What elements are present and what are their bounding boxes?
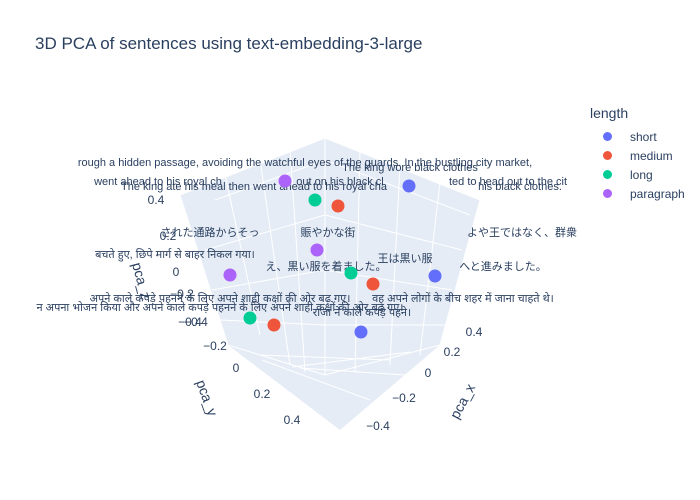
data-point-medium[interactable] [366,277,380,291]
data-point-medium[interactable] [267,318,281,332]
legend-marker-long [603,170,612,179]
point-label-short: 王は黒い服 [378,252,433,265]
data-point-paragraph[interactable] [278,174,292,188]
point-label-medium: out on his black cl [296,176,383,188]
back-wall-right [325,138,480,375]
legend-item-paragraph[interactable]: paragraph [590,184,685,203]
legend: length short medium long paragraph [590,105,685,203]
y-tick-label: 0.4 [284,413,301,427]
point-label-short: The king wore black clothes [342,162,478,174]
z-tick-label: 0 [173,265,180,279]
z-tick-label: 0.4 [148,193,165,207]
annotation-text: went ahead to his royal ch [93,176,222,188]
data-point-long[interactable] [243,311,257,325]
chart-title: 3D PCA of sentences using text-embedding… [35,34,423,53]
legend-title: length [590,105,629,121]
point-label-paragraph: बचते हुए, छिपे मार्ग से बाहर निकल गया। [95,248,255,262]
data-point-short[interactable] [428,269,442,283]
y-tick-label: 0.2 [254,387,271,401]
point-label-long: न अपना भोजन किया और अपने काले कपड़े पहनन… [37,301,404,314]
point-label-short: राजा ने काले कपड़े पहने। [313,306,411,319]
annotation-layer: The king wore black clothes 王は黒い服 राजा ने … [37,157,577,319]
annotation-text: his black clothes. [478,181,562,193]
legend-item-medium[interactable]: medium [590,146,685,165]
floor-plane [228,345,440,430]
annotation-text: ted to head out to the cit [449,176,567,188]
x-axis-label: pca_x [447,381,479,421]
annotation-text: よや王ではなく、群衆 [467,225,577,239]
marker-layer [223,174,442,339]
point-label-paragraph: された通路からそっ [161,226,260,239]
x-tick-label: 0.2 [444,345,461,359]
data-point-paragraph[interactable] [223,268,237,282]
y-tick-label: −0.4 [184,315,208,329]
data-point-short[interactable] [354,325,368,339]
tick-layer: 0.40.20−0.2−0.4−0.4−0.200.20.40.40.20−0.… [148,193,483,433]
x-tick-label: 0.4 [466,325,483,339]
data-point-short[interactable] [402,179,416,193]
x-tick-label: −0.4 [366,419,390,433]
legend-marker-short [603,132,612,141]
point-label-long: 賑やかな街 [301,225,356,239]
point-label-medium: え、黒い服を着ました。 [266,259,387,273]
z-tick-label: −0.2 [170,287,194,301]
x-tick-label: 0 [425,366,432,380]
y-tick-label: −0.2 [203,339,227,353]
legend-label-medium: medium [630,148,673,163]
legend-marker-medium [603,151,612,160]
point-label-paragraph: rough a hidden passage, avoiding the wat… [78,157,532,169]
y-axis-label: pca_y [193,378,221,419]
legend-marker-paragraph [603,189,612,198]
annotation-text: वह अपने लोगों के बीच शहर में जाना चाहते … [372,292,554,305]
legend-item-short[interactable]: short [590,127,685,146]
annotation-text: へと進みました。 [459,260,546,273]
z-tick-label: −0.4 [178,315,202,329]
data-point-paragraph[interactable] [310,243,324,257]
legend-label-long: long [630,167,653,182]
data-point-long[interactable] [308,193,322,207]
back-wall-left [180,138,325,375]
point-label-medium: अपने काले कपड़े पहनने के लिए अपने शाही क… [90,292,351,305]
legend-item-long[interactable]: long [590,165,685,184]
y-tick-label: 0 [233,361,240,375]
x-tick-label: −0.2 [392,391,416,405]
z-tick-label: 0.2 [160,229,177,243]
legend-label-paragraph: paragraph [630,186,685,201]
data-point-long[interactable] [344,266,358,280]
data-point-medium[interactable] [331,199,345,213]
legend-label-short: short [630,129,657,144]
point-label-long: The king ate his meal then went ahead to… [121,181,388,193]
